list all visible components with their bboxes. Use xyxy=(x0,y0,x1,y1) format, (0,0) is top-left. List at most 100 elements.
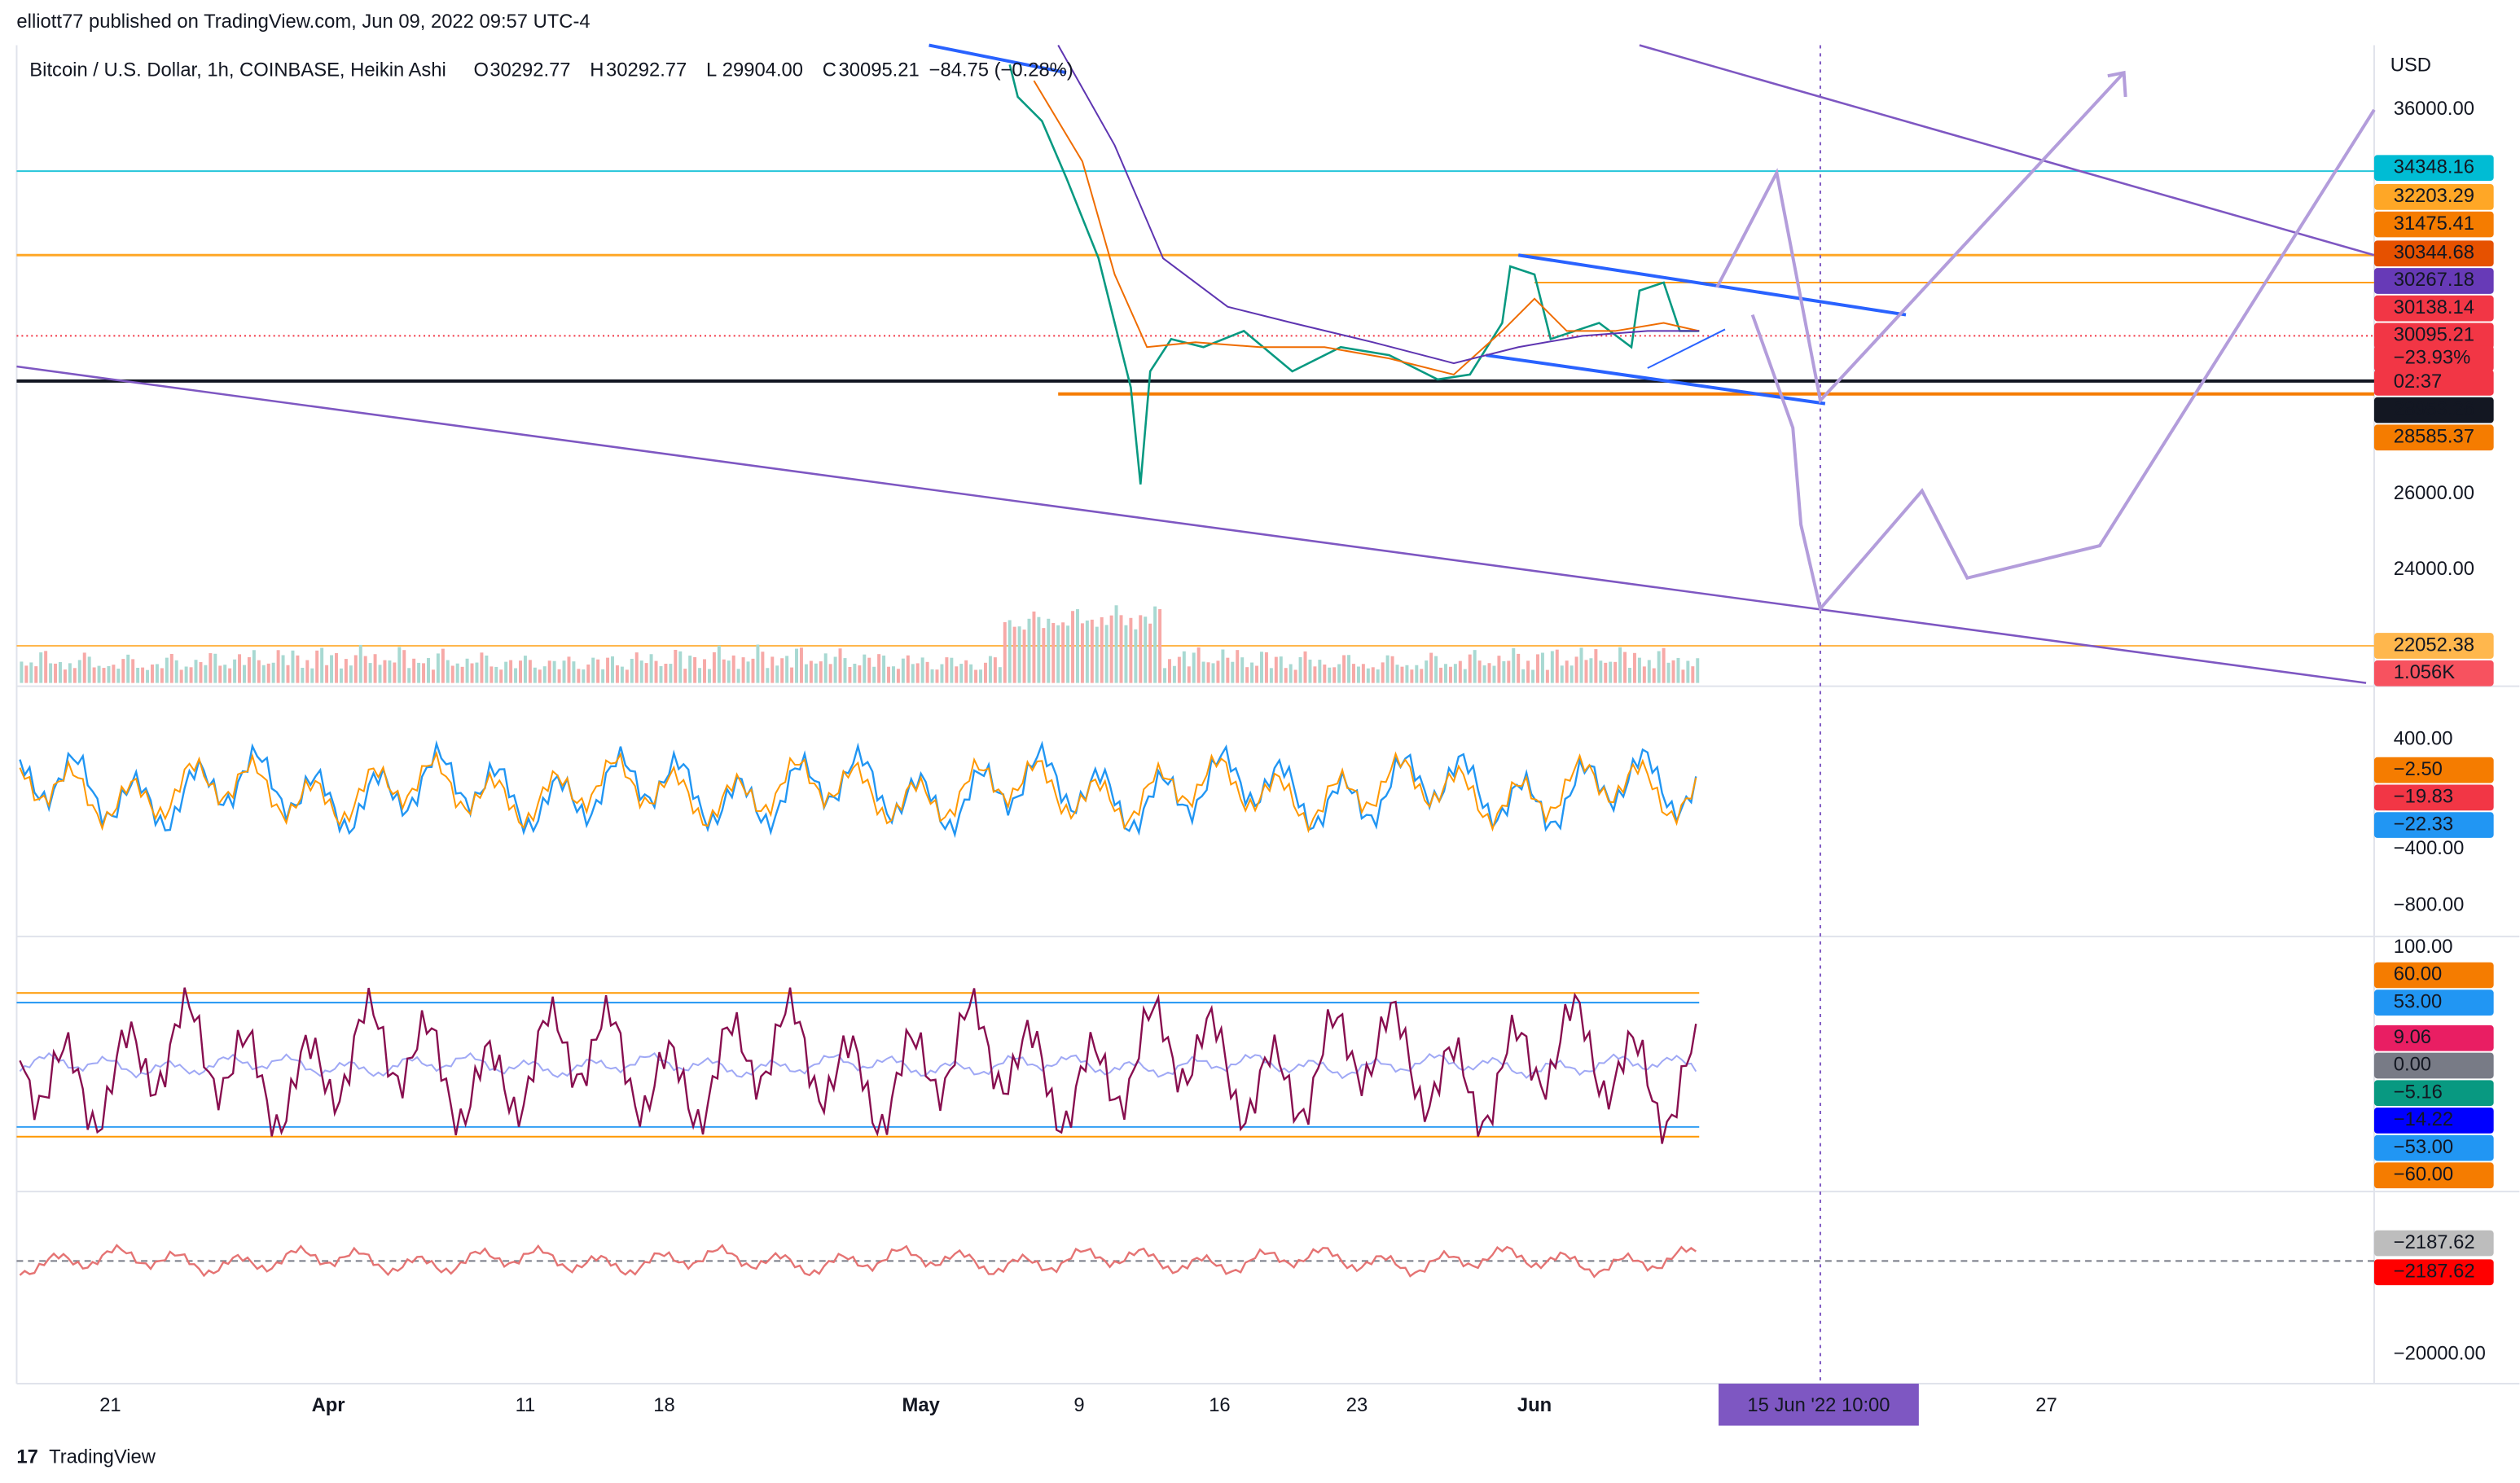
volume-bar xyxy=(1008,620,1012,683)
volume-bar xyxy=(218,665,222,683)
volume-bar xyxy=(320,647,324,683)
volume-bar xyxy=(1453,664,1457,683)
volume-bar xyxy=(538,669,542,683)
volume-bar xyxy=(920,657,924,683)
volume-bar xyxy=(1681,669,1685,683)
volume-bar xyxy=(979,669,983,683)
volume-bar xyxy=(1201,661,1205,683)
volume-bar xyxy=(44,651,48,683)
price-unit: USD xyxy=(2390,55,2431,77)
volume-bar xyxy=(1293,669,1297,683)
volume-bar xyxy=(1356,666,1360,683)
volume-bar xyxy=(867,657,871,683)
volume-bar xyxy=(674,649,678,683)
volume-bar xyxy=(243,665,246,683)
price-badge-label: −14.22 xyxy=(2394,1108,2453,1130)
volume-bar xyxy=(1637,657,1641,683)
price-badge-label: 60.00 xyxy=(2394,963,2443,985)
ohlc-value: 30292.77 xyxy=(606,59,687,81)
volume-bar xyxy=(974,669,978,683)
volume-bar xyxy=(131,659,135,683)
time-cursor-label: 15 Jun '22 10:00 xyxy=(1747,1394,1890,1416)
volume-bar xyxy=(276,650,280,683)
price-badge-label: −60.00 xyxy=(2394,1164,2453,1186)
volume-bar xyxy=(446,660,450,683)
volume-bar xyxy=(1531,669,1535,683)
volume-bar xyxy=(1051,623,1056,683)
volume-bar xyxy=(58,661,62,683)
volume-bar xyxy=(1216,660,1220,683)
volume-bar xyxy=(353,655,358,683)
axis-tick-label: −20000.00 xyxy=(2394,1343,2486,1365)
price-badge-label: −5.16 xyxy=(2394,1081,2443,1103)
volume-bar xyxy=(204,665,208,683)
price-badge xyxy=(2373,155,2494,182)
volume-bar xyxy=(1192,652,1196,683)
price-badge xyxy=(2373,322,2494,349)
price-badge xyxy=(2373,1052,2494,1079)
volume-bar xyxy=(54,663,58,683)
price-badge-label: 32203.29 xyxy=(2394,185,2474,207)
volume-bar xyxy=(1473,650,1477,683)
volume-bar xyxy=(141,667,145,683)
volume-bar xyxy=(625,669,629,683)
volume-bar xyxy=(82,652,86,683)
volume-bar xyxy=(1061,622,1065,683)
price-badge-label: 34348.16 xyxy=(2394,156,2474,178)
volume-bar xyxy=(1332,667,1337,683)
volume-bar xyxy=(746,661,750,683)
price-badge xyxy=(2373,757,2494,783)
volume-bar xyxy=(1666,662,1670,683)
ohlc-value: 30292.77 xyxy=(490,59,570,81)
volume-bar xyxy=(1642,666,1646,683)
volume-bar xyxy=(213,653,217,683)
volume-bar xyxy=(49,663,53,683)
volume-bar xyxy=(1323,665,1327,683)
volume-bar xyxy=(586,664,590,683)
price-badge xyxy=(2373,370,2494,396)
volume-bar xyxy=(1352,664,1355,683)
volume-bar xyxy=(335,652,338,683)
ohlc-key: O xyxy=(474,59,490,81)
price-badge xyxy=(2373,268,2494,294)
volume-bar xyxy=(1066,625,1070,683)
axis-tick-label: 24000.00 xyxy=(2394,558,2474,580)
volume-bar xyxy=(722,659,726,683)
volume-bar xyxy=(1458,660,1462,683)
volume-bar xyxy=(121,659,125,683)
volume-bar xyxy=(1139,615,1143,683)
volume-bar xyxy=(116,669,121,683)
volume-bar xyxy=(1129,617,1133,683)
volume-bar xyxy=(1284,668,1288,683)
volume-bar xyxy=(1526,660,1530,683)
price-badge-label: 30138.14 xyxy=(2394,296,2474,318)
volume-bar xyxy=(136,668,140,683)
volume-bar xyxy=(1003,621,1007,683)
volume-bar xyxy=(1604,662,1608,683)
price-badge xyxy=(2373,1230,2494,1257)
volume-bar xyxy=(964,660,968,683)
volume-bar xyxy=(1211,663,1215,683)
time-label: 11 xyxy=(516,1394,536,1416)
volume-bar xyxy=(165,657,169,683)
volume-bar xyxy=(1405,665,1409,683)
volume-bar xyxy=(1328,667,1332,683)
volume-bar xyxy=(683,669,687,683)
volume-bar xyxy=(24,665,29,683)
volume-bar xyxy=(736,669,740,683)
volume-bar xyxy=(1560,665,1564,683)
volume-bar xyxy=(1415,665,1419,683)
volume-bar xyxy=(485,655,489,683)
volume-bar xyxy=(1565,660,1569,683)
volume-bar xyxy=(901,658,905,683)
price-badge-label: 30267.18 xyxy=(2394,269,2474,291)
volume-bar xyxy=(112,665,116,683)
volume-bar xyxy=(1570,665,1574,683)
volume-bar xyxy=(1221,649,1225,683)
price-badge xyxy=(2373,1162,2494,1189)
volume-bar xyxy=(63,669,67,683)
volume-bar xyxy=(1313,666,1317,683)
volume-bar xyxy=(770,656,775,683)
volume-bar xyxy=(596,659,600,683)
volume-bar xyxy=(233,659,237,683)
